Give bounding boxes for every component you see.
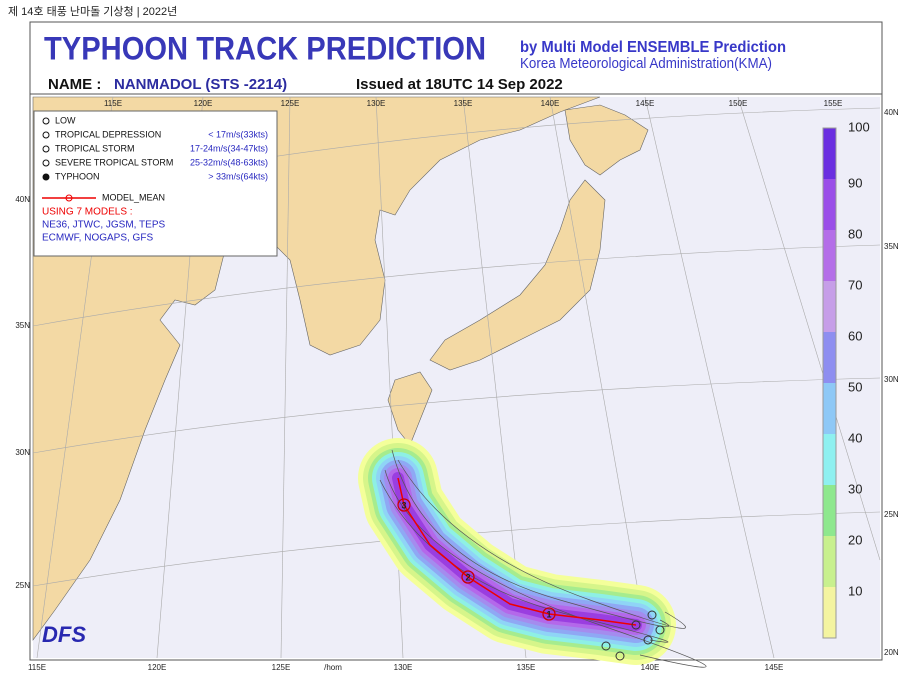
typhoon-name: NANMADOL (STS -2214) — [114, 76, 287, 93]
lat-label: 35N — [15, 321, 30, 330]
lat-label: 25N — [15, 581, 30, 590]
models: NE36, JTWC, JGSM, TEPS — [42, 220, 165, 231]
lon-label: 120E — [194, 99, 213, 108]
legend-icon — [42, 131, 50, 139]
lat-label: 40N — [884, 108, 899, 117]
legend-box — [33, 110, 278, 257]
track-marker — [397, 498, 411, 512]
legend-range: 17-24m/s(34-47kts) — [190, 143, 268, 153]
lat-label: 25N — [884, 510, 899, 519]
mean-swatch — [65, 194, 73, 202]
legend-icon — [42, 145, 50, 153]
legend-label: MODEL_MEAN — [102, 192, 165, 202]
member-marker — [631, 620, 641, 630]
lon-label: 150E — [729, 99, 748, 108]
subtitle: Korea Meteorological Administration(KMA) — [520, 55, 772, 72]
colorbar-band — [823, 587, 836, 638]
mean-track — [397, 477, 637, 626]
models-title: USING 7 MODELS : — [42, 207, 133, 218]
track-label: 1 — [546, 609, 551, 619]
colorbar-border — [822, 127, 837, 639]
lat-label: 35N — [884, 242, 899, 251]
colorbar-label: 10 — [848, 583, 862, 598]
lat-label: 30N — [15, 448, 30, 457]
issued: Issued at 18UTC 14 Sep 2022 — [356, 76, 563, 93]
legend-label: TROPICAL STORM — [55, 143, 135, 153]
lat-label: 30N — [884, 375, 899, 384]
colorbar-label: 40 — [848, 430, 862, 445]
lon-label: 145E — [636, 99, 655, 108]
lon-label: 145E — [765, 663, 784, 672]
colorbar-band — [823, 179, 836, 230]
lon-label: 125E — [272, 663, 291, 672]
subtitle: by Multi Model ENSEMBLE Prediction — [520, 39, 786, 56]
lon-label: 140E — [641, 663, 660, 672]
legend-icon — [42, 159, 50, 167]
colorbar-label: 80 — [848, 226, 862, 241]
island — [429, 179, 606, 371]
island — [387, 371, 433, 446]
lon-label: 115E — [104, 99, 122, 108]
colorbar-label: 90 — [848, 175, 862, 190]
lon-label: /hom — [324, 663, 342, 672]
name-label: NAME : — [48, 76, 101, 93]
lon-label: 130E — [394, 663, 413, 672]
colorbar-band — [823, 383, 836, 434]
member-marker — [615, 651, 625, 661]
lon-label: 135E — [517, 663, 536, 672]
colorbar-band — [823, 230, 836, 281]
legend-label: SEVERE TROPICAL STORM — [55, 157, 173, 167]
caption: 제 14호 태풍 난마돌 기상청 | 2022년 — [8, 5, 177, 18]
lon-label: 140E — [541, 99, 560, 108]
lon-label: 125E — [281, 99, 300, 108]
legend: LOW TROPICAL DEPRESSION < 17m/s(33kts) TROP… — [33, 110, 278, 257]
colorbar-band — [823, 281, 836, 332]
track-label: 2 — [465, 572, 470, 582]
legend-label: TROPICAL DEPRESSION — [55, 129, 161, 139]
lon-label: 115E — [28, 663, 46, 672]
lon-label: 120E — [148, 663, 167, 672]
legend-range: > 33m/s(64kts) — [208, 171, 268, 181]
legend-label: TYPHOON — [55, 171, 100, 181]
colorbar-label: 50 — [848, 379, 862, 394]
colorbar-label: 100 — [848, 119, 870, 134]
legend-label: LOW — [55, 115, 76, 125]
colorbar-band — [823, 128, 836, 179]
lon-label: 155E — [824, 99, 843, 108]
colorbar-label: 60 — [848, 328, 862, 343]
member-marker — [643, 635, 653, 645]
legend-range: 25-32m/s(48-63kts) — [190, 157, 268, 167]
colorbar-band — [823, 332, 836, 383]
colorbar-band — [823, 536, 836, 587]
member-marker — [601, 641, 611, 651]
track-marker — [542, 607, 556, 621]
colorbar-band — [823, 434, 836, 485]
colorbar-label: 30 — [848, 481, 862, 496]
track-label: 3 — [401, 500, 406, 510]
logo: DFS — [42, 622, 86, 647]
legend-icon — [42, 117, 50, 125]
models: ECMWF, NOGAPS, GFS — [42, 233, 153, 244]
member-marker — [655, 625, 665, 635]
lat-label: 20N — [884, 648, 899, 657]
colorbar-label: 70 — [848, 277, 862, 292]
legend-icon — [42, 173, 50, 181]
colorbar-band — [823, 485, 836, 536]
lon-label: 135E — [454, 99, 473, 108]
track-marker — [461, 570, 475, 584]
legend-range: < 17m/s(33kts) — [208, 129, 268, 139]
colorbar-label: 20 — [848, 532, 862, 547]
lat-label: 40N — [15, 195, 30, 204]
member-marker — [647, 610, 657, 620]
title: TYPHOON TRACK PREDICTION — [44, 30, 486, 66]
lon-label: 130E — [367, 99, 386, 108]
colorbar: 100 90 80 70 60 50 40 30 20 10 — [822, 119, 870, 639]
